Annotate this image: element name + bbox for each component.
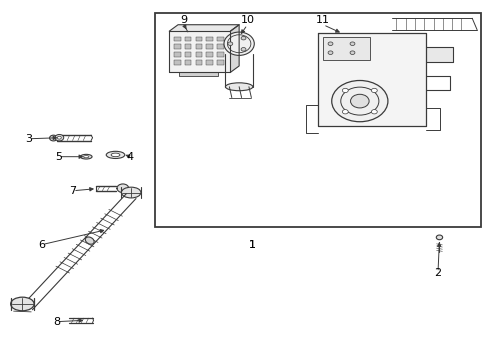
Bar	[196, 44, 202, 49]
Text: 10: 10	[241, 15, 254, 26]
Bar	[185, 44, 191, 49]
Bar	[206, 60, 213, 65]
Bar	[196, 52, 202, 57]
Text: 4: 4	[126, 152, 134, 162]
Text: 3: 3	[25, 134, 32, 144]
Bar	[155, 13, 481, 226]
Bar	[217, 52, 223, 57]
Ellipse shape	[350, 42, 355, 45]
Text: 7: 7	[70, 186, 76, 196]
Text: 8: 8	[53, 317, 60, 327]
Ellipse shape	[343, 88, 348, 93]
Ellipse shape	[11, 297, 34, 311]
Bar	[206, 37, 213, 41]
Bar	[318, 33, 426, 126]
Ellipse shape	[332, 81, 388, 122]
Ellipse shape	[225, 83, 253, 91]
Bar	[217, 44, 223, 49]
Ellipse shape	[111, 153, 120, 157]
Ellipse shape	[350, 51, 355, 54]
Ellipse shape	[436, 235, 442, 240]
Text: 11: 11	[316, 15, 330, 26]
Polygon shape	[230, 25, 239, 72]
Bar	[174, 52, 180, 57]
Bar	[174, 37, 180, 41]
Bar	[185, 60, 191, 65]
Text: 6: 6	[39, 239, 46, 249]
Ellipse shape	[57, 136, 61, 139]
Ellipse shape	[328, 51, 333, 54]
Ellipse shape	[106, 151, 125, 158]
Text: 1: 1	[249, 239, 256, 249]
Bar	[196, 37, 202, 41]
Bar	[230, 39, 236, 47]
Text: 9: 9	[180, 15, 188, 26]
Text: 1: 1	[249, 239, 256, 249]
Ellipse shape	[328, 42, 333, 45]
Bar	[217, 37, 223, 41]
Ellipse shape	[80, 154, 92, 159]
Bar	[206, 44, 213, 49]
Ellipse shape	[55, 134, 64, 141]
Ellipse shape	[117, 184, 129, 193]
Ellipse shape	[85, 237, 94, 244]
Bar	[185, 37, 191, 41]
Bar	[217, 60, 223, 65]
Polygon shape	[169, 25, 239, 31]
Ellipse shape	[371, 88, 377, 93]
Ellipse shape	[224, 32, 254, 55]
Ellipse shape	[371, 109, 377, 114]
Ellipse shape	[49, 135, 57, 141]
Ellipse shape	[241, 48, 246, 51]
Text: 2: 2	[435, 268, 441, 278]
Ellipse shape	[228, 42, 233, 45]
Bar	[185, 52, 191, 57]
Ellipse shape	[83, 156, 89, 158]
Ellipse shape	[343, 109, 348, 114]
Ellipse shape	[350, 94, 369, 108]
Bar	[174, 60, 180, 65]
Bar	[179, 72, 218, 76]
Text: 5: 5	[55, 152, 62, 162]
Bar	[206, 52, 213, 57]
Bar	[174, 44, 180, 49]
Polygon shape	[426, 47, 453, 62]
Bar	[323, 37, 369, 60]
Ellipse shape	[122, 187, 141, 198]
Ellipse shape	[241, 36, 246, 40]
Bar	[196, 60, 202, 65]
Bar	[169, 31, 230, 72]
